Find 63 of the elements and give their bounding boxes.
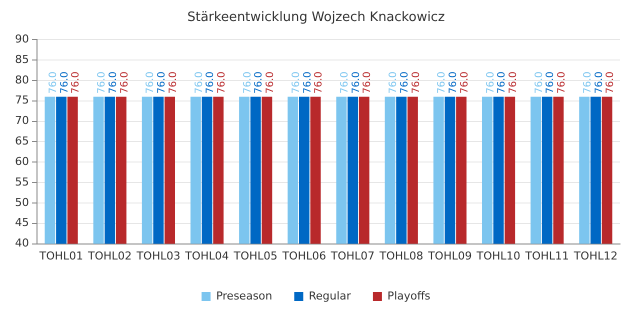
- data-label: 76.0: [194, 72, 205, 94]
- data-label: 76.0: [496, 72, 508, 94]
- y-tick-label: 90: [14, 32, 29, 46]
- data-label: 76.0: [340, 72, 351, 94]
- x-tick-label: TOHL07: [330, 249, 375, 262]
- data-label: 76.0: [205, 72, 216, 94]
- x-tick-label: TOHL10: [476, 249, 520, 262]
- legend-label: Playoffs: [387, 289, 431, 302]
- data-label: 76.0: [594, 72, 605, 94]
- x-tick-label: TOHL08: [378, 249, 424, 262]
- legend-label: Preseason: [216, 289, 272, 302]
- data-label: 76.0: [388, 72, 400, 94]
- data-label: 76.0: [534, 72, 545, 94]
- y-tick-label: 75: [14, 94, 29, 107]
- x-tick-label: TOHL09: [427, 249, 472, 262]
- y-tick-label: 85: [14, 52, 29, 66]
- data-label: 76.0: [48, 72, 60, 94]
- y-tick-label: 40: [14, 236, 29, 250]
- data-label: 76.0: [265, 72, 276, 94]
- y-tick-label: 70: [14, 114, 29, 128]
- data-label: 76.0: [242, 72, 254, 94]
- data-label: 76.0: [605, 72, 616, 94]
- data-label: 76.0: [508, 72, 519, 94]
- data-label: 76.0: [314, 72, 325, 94]
- data-label: 76.0: [302, 72, 314, 94]
- x-tick-label: TOHL04: [184, 249, 229, 262]
- data-label: 76.0: [582, 72, 594, 94]
- data-label: 76.0: [156, 72, 168, 94]
- legend-label: Regular: [308, 289, 352, 302]
- x-tick-label: TOHL02: [86, 249, 132, 262]
- data-label: 76.0: [436, 72, 448, 94]
- y-tick-label: 45: [14, 216, 29, 230]
- y-tick-label: 65: [14, 134, 29, 148]
- x-tick-label: TOHL03: [136, 249, 180, 262]
- data-label: 76.0: [70, 72, 82, 94]
- data-label: 76.0: [119, 72, 130, 94]
- x-tick-label: TOHL06: [281, 249, 326, 262]
- data-label: 76.0: [545, 72, 556, 94]
- x-tick-label: TOHL12: [572, 249, 618, 262]
- data-label: 76.0: [108, 72, 119, 94]
- y-tick-label: 50: [14, 196, 29, 209]
- data-label: 76.0: [485, 72, 496, 94]
- data-label: 76.0: [459, 72, 470, 94]
- y-tick-label: 60: [14, 154, 29, 168]
- data-label: 76.0: [59, 72, 70, 94]
- data-label: 76.0: [362, 72, 374, 94]
- y-tick-label: 80: [14, 73, 29, 86]
- data-label: 76.0: [556, 72, 568, 94]
- data-label: 76.0: [350, 72, 362, 94]
- data-label: 76.0: [290, 72, 302, 94]
- data-label: 76.0: [96, 72, 108, 94]
- data-label: 76.0: [399, 72, 410, 94]
- data-label: 76.0: [410, 72, 422, 94]
- data-label: 76.0: [168, 72, 179, 94]
- data-label: 76.0: [448, 72, 460, 94]
- x-tick-label: TOHL05: [232, 249, 278, 262]
- chart-title: Stärkeentwicklung Wojzech Knackowicz: [187, 10, 445, 26]
- x-tick-label: TOHL01: [38, 249, 84, 262]
- x-tick-label: TOHL11: [524, 249, 570, 262]
- data-label: 76.0: [254, 72, 265, 94]
- y-tick-label: 55: [14, 175, 29, 188]
- data-label: 76.0: [145, 72, 156, 94]
- data-label: 76.0: [216, 72, 228, 94]
